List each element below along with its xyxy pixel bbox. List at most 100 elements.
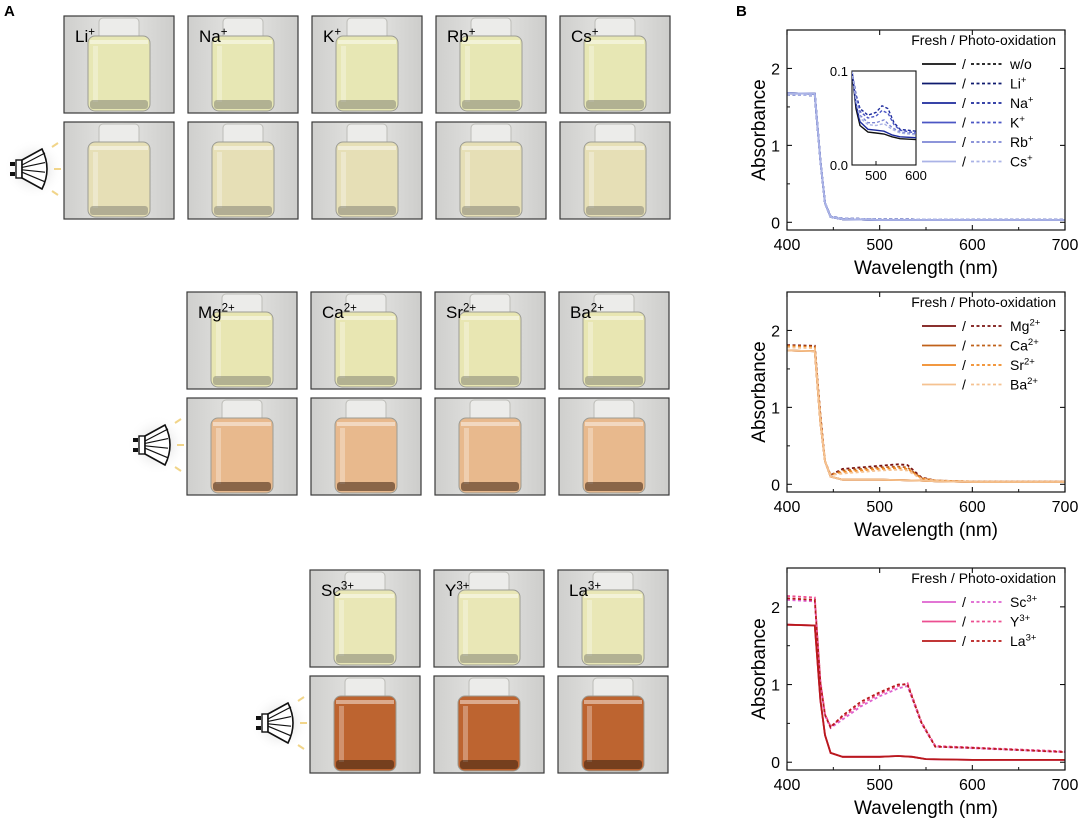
x-tick-label: 400: [774, 237, 801, 254]
vial-fresh: Cs+: [559, 15, 671, 114]
legend-item: / K+: [922, 114, 1025, 131]
vial-ion-label: Ba2+: [570, 303, 604, 322]
vial-fresh: Li+: [63, 15, 175, 114]
y-axis-label: Absorbance: [749, 618, 770, 719]
y-tick-label: 1: [771, 138, 780, 155]
legend-title: Fresh / Photo-oxidation: [911, 570, 1056, 586]
inset-series-line: [852, 71, 916, 134]
vial-ion-label: Ca2+: [322, 303, 357, 322]
series-line-photo-oxidation: [787, 346, 1065, 483]
legend-item: / Sc3+: [922, 594, 1038, 610]
vial-fresh: Ca2+: [310, 291, 422, 390]
inset-series-line: [852, 71, 916, 132]
vial-photo-oxidized: [558, 397, 670, 496]
legend-item: / La3+: [922, 633, 1037, 649]
vial-photo-oxidized: [186, 397, 298, 496]
legend-item: / Ca2+: [922, 337, 1039, 354]
light-bulb-icon: [4, 139, 64, 199]
absorbance-chart: 400 500 600 700 0 1 2 Wavelength (nm) Absorbance…: [749, 291, 1079, 541]
legend: Fresh / Photo-oxidation / Sc3+ / Y3+ / La3+: [911, 570, 1056, 649]
legend-item: / Mg2+: [922, 318, 1041, 334]
vial-ion-label: Sc3+: [321, 581, 354, 600]
x-tick-label: 600: [959, 237, 986, 254]
vial-photo-oxidized: [435, 121, 547, 220]
legend-separator: /: [962, 95, 966, 111]
x-axis-label: Wavelength (nm): [854, 798, 998, 819]
legend-separator: /: [962, 56, 966, 72]
x-tick-label: 700: [1052, 777, 1079, 794]
vial-fresh: Y3+: [433, 569, 545, 668]
y-tick-label: 2: [771, 600, 780, 617]
vial-fresh: La3+: [557, 569, 669, 668]
panel-b-label: B: [736, 3, 747, 20]
legend-separator: /: [962, 134, 966, 150]
legend-separator: /: [962, 76, 966, 92]
legend-separator: /: [962, 594, 966, 610]
x-axis-label: Wavelength (nm): [854, 520, 998, 541]
x-tick-label: 500: [866, 499, 893, 516]
y-tick-label: 0: [771, 755, 780, 772]
vial-ion-label: K+: [323, 27, 341, 46]
legend-label: Rb+: [1010, 134, 1034, 150]
absorbance-chart: 400 500 600 700 0 1 2 Wavelength (nm) Absorbance…: [749, 567, 1079, 819]
legend-separator: /: [962, 377, 966, 393]
inset-series-line: [852, 71, 916, 139]
legend-title: Fresh / Photo-oxidation: [911, 294, 1056, 310]
vial-photo-oxidized: [433, 675, 545, 774]
vial-ion-label: La3+: [569, 581, 601, 600]
legend-title: Fresh / Photo-oxidation: [911, 32, 1056, 48]
legend: Fresh / Photo-oxidation / w/o / Li+ / Na+ / K+ / R…: [911, 32, 1056, 170]
y-tick-label: 0: [771, 477, 780, 494]
vial-ion-label: Cs+: [571, 27, 599, 46]
legend-label: Sr2+: [1010, 357, 1035, 373]
legend-label: K+: [1010, 114, 1025, 130]
legend-label: Na+: [1010, 95, 1034, 111]
inset-y-tick-label: 0.1: [830, 64, 848, 79]
legend-item: / Rb+: [922, 134, 1034, 150]
legend-label: La3+: [1010, 633, 1037, 649]
x-tick-label: 600: [959, 777, 986, 794]
vial-ion-label: Rb+: [447, 27, 476, 46]
x-tick-label: 500: [866, 237, 893, 254]
x-axis-label: Wavelength (nm): [854, 258, 998, 279]
legend-separator: /: [962, 154, 966, 170]
x-tick-label: 600: [959, 499, 986, 516]
legend-item: / Li+: [922, 75, 1027, 92]
vial-fresh: Rb+: [435, 15, 547, 114]
inset-chart: 500 600 0.0 0.1: [830, 64, 927, 183]
legend-label: Cs+: [1010, 153, 1033, 169]
x-tick-label: 700: [1052, 237, 1079, 254]
legend-label: Ca2+: [1010, 337, 1039, 353]
vial-fresh: Ba2+: [558, 291, 670, 390]
series-line-fresh: [787, 623, 1065, 761]
legend: Fresh / Photo-oxidation / Mg2+ / Ca2+ / Sr2+ / B…: [911, 294, 1056, 393]
vial-photo-oxidized: [310, 397, 422, 496]
legend-item: / Na+: [922, 95, 1034, 111]
vial-ion-label: Mg2+: [198, 303, 235, 322]
x-tick-label: 400: [774, 499, 801, 516]
x-tick-label: 500: [866, 777, 893, 794]
vial-ion-label: Li+: [75, 27, 95, 46]
legend-separator: /: [962, 115, 966, 131]
series-line-photo-oxidation: [787, 597, 1065, 753]
vial-ion-label: Sr2+: [446, 303, 476, 322]
legend-item: / Cs+: [922, 153, 1033, 170]
series-line-photo-oxidation: [787, 93, 1065, 221]
light-bulb-icon: [127, 415, 187, 475]
y-tick-label: 1: [771, 678, 780, 695]
vial-photo-oxidized: [309, 675, 421, 774]
y-tick-label: 1: [771, 400, 780, 417]
x-tick-label: 700: [1052, 499, 1079, 516]
legend-label: w/o: [1009, 56, 1032, 72]
inset-series-line: [852, 71, 916, 136]
vial-ion-label: Y3+: [445, 581, 470, 600]
y-axis-label: Absorbance: [749, 79, 770, 180]
inset-y-tick-label: 0.0: [830, 158, 848, 173]
vial-fresh: Sc3+: [309, 569, 421, 668]
vial-fresh: Na+: [187, 15, 299, 114]
vial-photo-oxidized: [311, 121, 423, 220]
legend-item: / w/o: [922, 56, 1032, 72]
x-tick-label: 400: [774, 777, 801, 794]
vial-fresh: Sr2+: [434, 291, 546, 390]
